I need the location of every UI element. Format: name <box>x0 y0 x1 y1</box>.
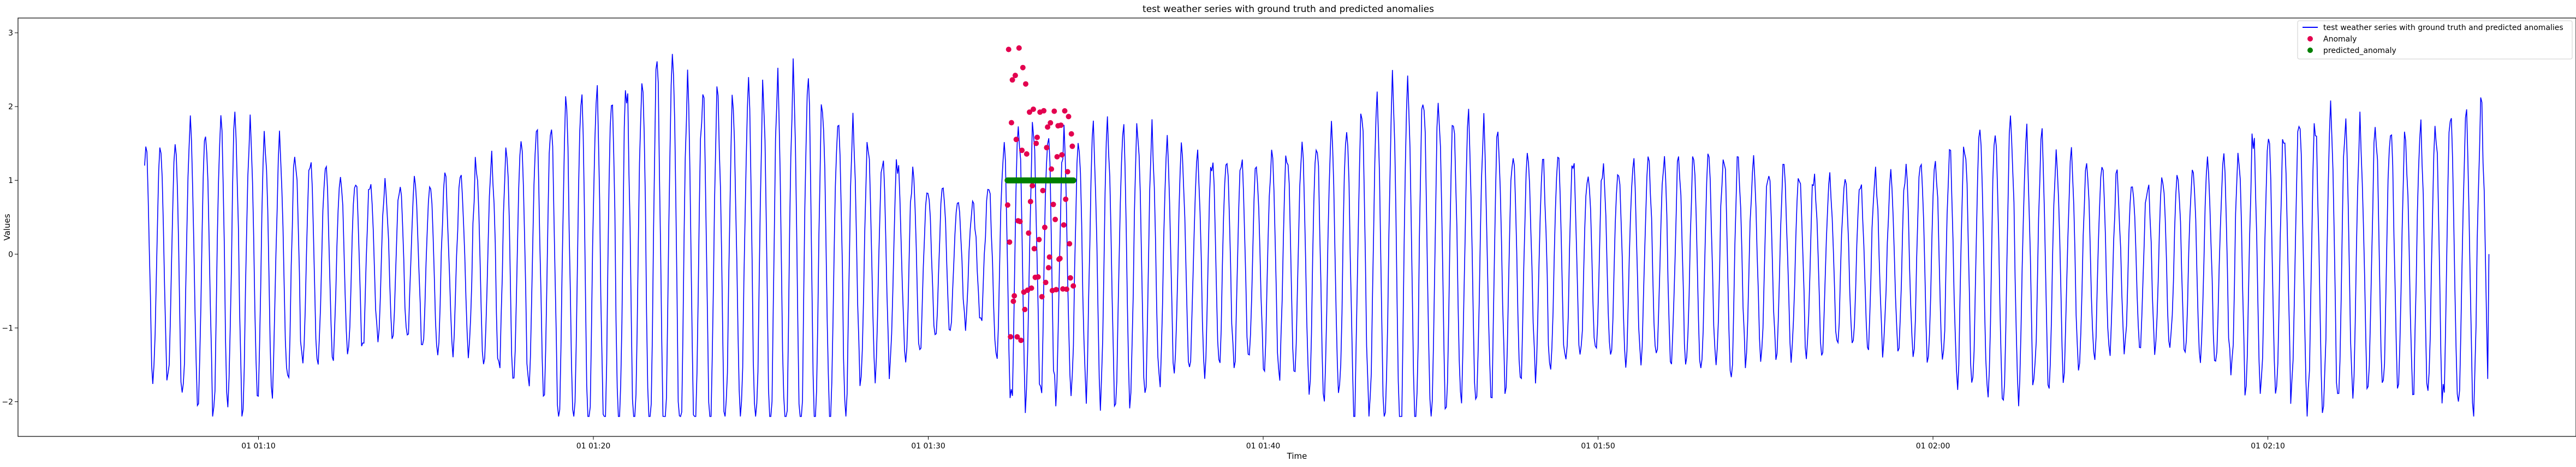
series-line-weather <box>144 54 2490 417</box>
axes-frame <box>17 17 2576 437</box>
anomaly-point <box>1012 293 1018 299</box>
legend-marker-predicted <box>2307 48 2313 53</box>
anomaly-point <box>1004 202 1010 208</box>
chart-title: test weather series with ground truth an… <box>1143 4 1434 15</box>
predicted-anomaly-point <box>1070 177 1076 184</box>
anomaly-point <box>1007 239 1013 245</box>
anomaly-point <box>1057 256 1063 262</box>
anomaly-point <box>1028 285 1034 291</box>
x-tick-label: 01 02:10 <box>2251 442 2285 451</box>
anomaly-point <box>1070 283 1076 289</box>
anomaly-point <box>1024 151 1030 157</box>
anomaly-point <box>1033 140 1039 146</box>
anomaly-point <box>1058 122 1064 128</box>
anomaly-point <box>1048 120 1054 126</box>
anomaly-point <box>1008 334 1014 340</box>
y-axis: −2 −1 0 1 2 3 <box>2 29 18 407</box>
anomaly-point <box>1045 124 1051 130</box>
y-tick-label: −1 <box>2 324 13 333</box>
anomaly-point <box>1020 64 1026 70</box>
anomaly-point <box>1034 134 1040 140</box>
anomaly-point <box>1031 107 1036 112</box>
anomaly-point <box>1023 81 1028 87</box>
anomaly-point <box>1013 137 1019 143</box>
anomaly-point <box>1014 334 1020 340</box>
x-tick-label: 01 01:40 <box>1246 442 1281 451</box>
x-tick-label: 01 01:30 <box>911 442 945 451</box>
anomaly-point <box>1061 222 1067 228</box>
anomaly-point <box>1064 169 1070 175</box>
legend: test weather series with ground truth an… <box>2297 20 2573 60</box>
anomaly-point <box>1052 216 1058 222</box>
anomaly-point <box>1039 294 1045 300</box>
anomaly-point <box>1009 77 1015 83</box>
series-layer <box>144 45 2490 417</box>
anomaly-point <box>1027 199 1033 204</box>
anomaly-point <box>1012 73 1018 79</box>
anomaly-point <box>1068 131 1074 137</box>
anomaly-point <box>1041 108 1047 114</box>
y-tick-label: −2 <box>2 398 13 407</box>
anomaly-point <box>1026 230 1032 236</box>
y-tick-label: 1 <box>8 176 13 185</box>
x-tick-label: 01 01:50 <box>1581 442 1615 451</box>
anomaly-point <box>1045 265 1051 271</box>
anomaly-point <box>1044 145 1050 151</box>
legend-label-predicted: predicted_anomaly <box>2323 46 2396 55</box>
anomaly-point <box>1031 246 1037 252</box>
anomaly-point <box>1054 154 1060 159</box>
legend-label-series: test weather series with ground truth an… <box>2323 23 2563 32</box>
anomaly-point <box>1030 183 1036 188</box>
anomaly-point <box>1043 280 1049 286</box>
anomaly-point <box>1059 152 1065 158</box>
anomaly-point <box>1010 298 1016 304</box>
anomaly-point <box>1063 196 1069 202</box>
legend-marker-anomaly <box>2307 36 2313 42</box>
anomaly-point <box>1027 109 1032 115</box>
x-tick-label: 01 01:10 <box>241 442 276 451</box>
anomaly-point <box>1018 338 1024 344</box>
anomaly-point <box>1040 187 1046 193</box>
y-tick-label: 3 <box>8 29 13 38</box>
anomaly-point <box>1064 286 1069 292</box>
anomaly-point <box>1049 166 1055 172</box>
anomaly-point <box>1035 274 1041 280</box>
x-axis: 01 01:10 01 01:20 01 01:30 01 01:40 01 01:50… <box>241 436 2285 451</box>
x-axis-label: Time <box>1287 451 1307 461</box>
anomaly-point <box>1067 241 1073 247</box>
anomaly-point <box>1006 46 1012 52</box>
anomaly-point <box>1050 202 1056 208</box>
x-tick-label: 01 01:20 <box>576 442 611 451</box>
anomaly-point <box>1017 218 1023 224</box>
anomaly-point <box>1036 237 1042 243</box>
anomaly-point <box>1046 254 1052 260</box>
y-tick-label: 0 <box>8 250 13 259</box>
y-axis-label: Values <box>2 214 12 240</box>
plot-area <box>17 17 2576 437</box>
x-tick-label: 01 02:00 <box>1916 442 1950 451</box>
anomaly-point <box>1062 108 1068 114</box>
anomaly-point <box>1042 224 1048 230</box>
y-tick-label: 2 <box>8 103 13 111</box>
anomaly-point <box>1067 275 1073 281</box>
anomaly-point <box>1016 45 1022 51</box>
anomaly-point <box>1022 306 1028 312</box>
anomaly-point <box>1051 108 1057 114</box>
anomaly-point <box>1019 147 1025 153</box>
anomaly-point <box>1008 120 1014 126</box>
anomaly-point <box>1053 287 1059 293</box>
legend-label-anomaly: Anomaly <box>2323 35 2357 44</box>
anomaly-point <box>1066 114 1072 120</box>
legend-frame <box>2297 20 2573 60</box>
anomaly-point <box>1069 143 1075 149</box>
